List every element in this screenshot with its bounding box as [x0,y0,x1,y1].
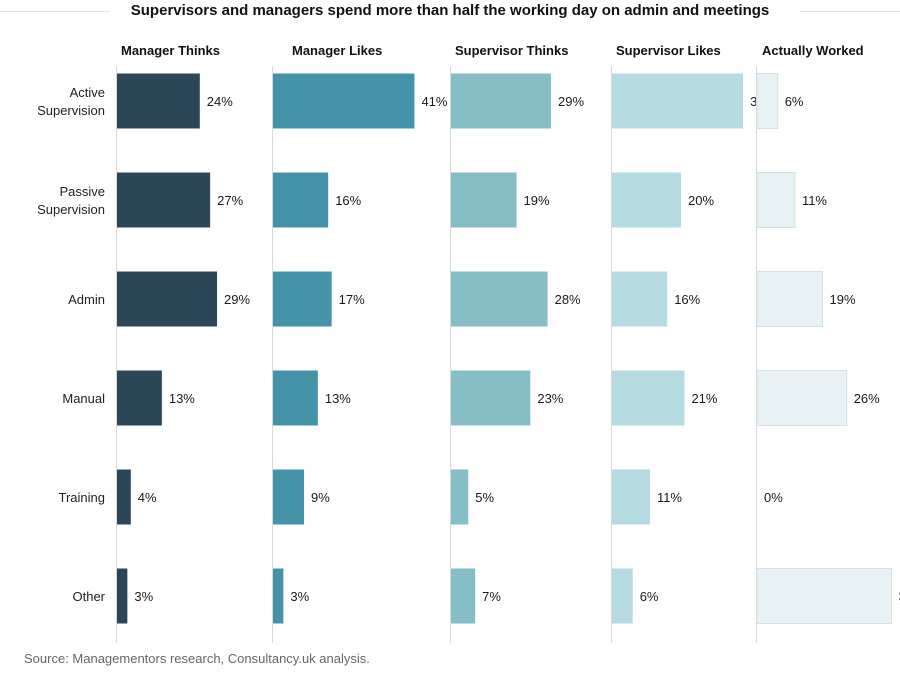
chart-title: Supervisors and managers spend more than… [130,2,770,19]
bar [117,73,200,129]
data-label: 6% [640,589,659,604]
bar [273,172,329,228]
data-label: 16% [335,193,361,208]
data-label: 16% [674,292,700,307]
panel-header: Actually Worked [762,43,864,58]
data-label: 27% [217,193,243,208]
bar [756,271,824,327]
bar [451,370,531,426]
data-label: 19% [830,292,856,307]
bar [117,370,162,426]
title-rule-right [800,11,900,12]
bar [451,568,476,624]
bar [756,370,848,426]
data-label: 13% [169,391,195,406]
data-label: 28% [555,292,581,307]
data-label: 29% [224,292,250,307]
bar [273,568,284,624]
panel-header: Supervisor Likes [616,43,721,58]
category-label: Manual [62,391,105,406]
bar [273,271,332,327]
panel-header: Manager Thinks [121,43,220,58]
data-label: 39% [899,589,900,604]
bar [612,568,633,624]
bar [117,568,128,624]
data-label: 11% [657,490,682,505]
category-label: Training [59,490,105,505]
data-label: 29% [558,94,584,109]
data-label: 41% [421,94,447,109]
category-label: Passive Supervision [37,184,105,217]
bar [756,172,796,228]
bar [612,370,685,426]
data-label: 21% [691,391,717,406]
data-label: 9% [311,490,330,505]
source-note: Source: Managementors research, Consulta… [24,651,370,666]
category-label: Other [72,589,105,604]
category-label: Active Supervision [37,85,105,118]
bar [612,172,681,228]
bar [117,271,218,327]
title-row: Supervisors and managers spend more than… [0,0,900,24]
data-label: 0% [764,490,783,505]
bar [612,469,650,525]
bar [273,370,318,426]
bar [117,172,211,228]
data-label: 20% [688,193,714,208]
data-label: 24% [207,94,233,109]
data-label: 7% [482,589,501,604]
data-label: 6% [785,94,804,109]
bar [451,73,552,129]
data-label: 17% [339,292,365,307]
bar [273,73,415,129]
bar [756,73,779,129]
category-label: Admin [68,292,105,307]
bar [451,469,469,525]
data-label: 5% [475,490,494,505]
bar [756,568,893,624]
title-rule-left [0,11,110,12]
bar [273,469,305,525]
data-label: 19% [524,193,550,208]
panel-header: Manager Likes [292,43,382,58]
bar [612,271,668,327]
data-label: 26% [854,391,880,406]
bar [117,469,131,525]
data-label: 3% [290,589,309,604]
data-label: 3% [134,589,153,604]
bar [612,73,744,129]
data-label: 11% [802,193,827,208]
bar [451,172,517,228]
data-label: 13% [325,391,351,406]
data-label: 4% [138,490,157,505]
bar [451,271,548,327]
data-label: 23% [537,391,563,406]
panel-header: Supervisor Thinks [455,43,568,58]
